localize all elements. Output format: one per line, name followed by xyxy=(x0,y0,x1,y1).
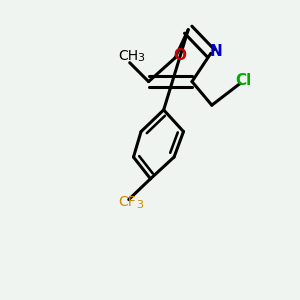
Text: CH: CH xyxy=(118,49,138,63)
Text: Cl: Cl xyxy=(236,73,252,88)
Text: O: O xyxy=(174,48,187,63)
Text: N: N xyxy=(210,44,222,59)
Text: CF: CF xyxy=(118,195,136,209)
Text: 3: 3 xyxy=(136,200,143,210)
Text: 3: 3 xyxy=(137,53,145,64)
